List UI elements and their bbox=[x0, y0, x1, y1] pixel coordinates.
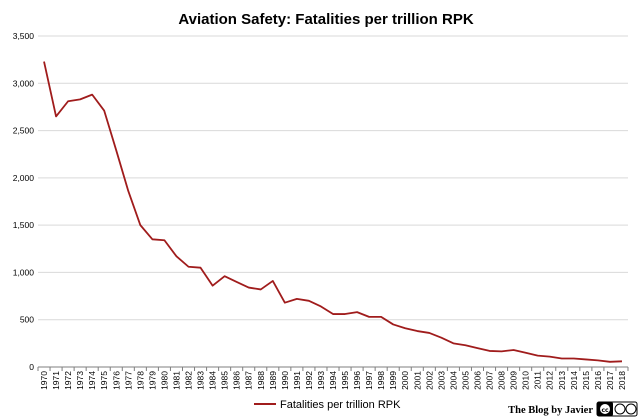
x-tick-label: 1982 bbox=[184, 371, 194, 390]
x-tick-label: 2003 bbox=[436, 371, 446, 390]
series-layer bbox=[43, 61, 623, 363]
x-tick-label: 2018 bbox=[617, 371, 627, 390]
x-tick-label: 1970 bbox=[39, 371, 49, 390]
x-tick-label: 2012 bbox=[545, 371, 555, 390]
x-tick-label: 2011 bbox=[533, 371, 543, 390]
x-tick-label: 1984 bbox=[208, 371, 218, 390]
x-tick-label: 1975 bbox=[99, 371, 109, 390]
x-tick-label: 2017 bbox=[605, 371, 615, 390]
legend: Fatalities per trillion RPK bbox=[254, 399, 401, 411]
x-tick-label: 2007 bbox=[485, 371, 495, 390]
x-tick-label: 1996 bbox=[352, 371, 362, 390]
x-tick-label: 1985 bbox=[220, 371, 230, 390]
y-tick-label: 3,500 bbox=[13, 31, 35, 41]
cc-license-icon: cc bbox=[596, 401, 638, 417]
x-tick-label: 1998 bbox=[376, 371, 386, 390]
x-tick-label: 1990 bbox=[280, 371, 290, 390]
x-tick-label: 2002 bbox=[424, 371, 434, 390]
y-axis-ticks: 0 500 1,000 1,500 2,000 2,500 3,000 3,500 bbox=[13, 31, 35, 372]
x-tick-label: 2000 bbox=[400, 371, 410, 390]
x-tick-label: 1976 bbox=[111, 371, 121, 390]
x-tick-label: 2001 bbox=[412, 371, 422, 390]
y-tick-label: 0 bbox=[29, 362, 34, 372]
gridlines bbox=[38, 35, 628, 321]
y-tick-label: 3,000 bbox=[13, 78, 35, 88]
series-line bbox=[43, 61, 623, 363]
x-tick-label: 2009 bbox=[509, 371, 519, 390]
x-tick-label: 1993 bbox=[316, 371, 326, 390]
x-tick-label: 1991 bbox=[292, 371, 302, 390]
x-tick-label: 1972 bbox=[63, 371, 73, 390]
x-tick-label: 1983 bbox=[196, 371, 206, 390]
x-tick-label: 1977 bbox=[123, 371, 133, 390]
y-tick-label: 1,500 bbox=[13, 220, 35, 230]
x-tick-label: 1978 bbox=[135, 371, 145, 390]
x-tick-label: 2010 bbox=[521, 371, 531, 390]
y-tick-label: 500 bbox=[20, 315, 34, 325]
x-tick-label: 2004 bbox=[448, 371, 458, 390]
x-tick-label: 1989 bbox=[268, 371, 278, 390]
x-tick-label: 1995 bbox=[340, 371, 350, 390]
legend-label: Fatalities per trillion RPK bbox=[280, 399, 401, 411]
x-tick-label: 1974 bbox=[87, 371, 97, 390]
cc-badge-text: cc bbox=[601, 407, 609, 414]
x-tick-label: 1971 bbox=[51, 371, 61, 390]
credit: The Blog by Javier cc bbox=[508, 401, 638, 417]
x-tick-label: 2013 bbox=[557, 371, 567, 390]
x-tick-label: 1988 bbox=[256, 371, 266, 390]
x-tick-label: 1987 bbox=[244, 371, 254, 390]
x-tick-label: 1981 bbox=[171, 371, 181, 390]
x-tick-label: 1997 bbox=[364, 371, 374, 390]
x-tick-label: 1994 bbox=[328, 371, 338, 390]
x-tick-label: 1973 bbox=[75, 371, 85, 390]
x-tick-label: 2005 bbox=[460, 371, 470, 390]
y-tick-label: 2,000 bbox=[13, 173, 35, 183]
credit-text: The Blog by Javier bbox=[508, 405, 593, 416]
x-tick-label: 2016 bbox=[593, 371, 603, 390]
x-tick-label: 1992 bbox=[304, 371, 314, 390]
chart-title: Aviation Safety: Fatalities per trillion… bbox=[178, 11, 474, 28]
x-tick-label: 2015 bbox=[581, 371, 591, 390]
y-tick-label: 2,500 bbox=[13, 126, 35, 136]
x-tick-label: 2008 bbox=[497, 371, 507, 390]
x-tick-label: 1979 bbox=[147, 371, 157, 390]
x-tick-label: 1980 bbox=[159, 371, 169, 390]
y-tick-label: 1,000 bbox=[13, 267, 35, 277]
x-tick-label: 1999 bbox=[388, 371, 398, 390]
x-axis-ticks: 1970 1971 1972 1973 1974 1975 1976 1977 1978 1979… bbox=[37, 367, 629, 390]
x-tick-label: 2014 bbox=[569, 371, 579, 390]
x-tick-label: 1986 bbox=[232, 371, 242, 390]
x-tick-label: 2006 bbox=[472, 371, 482, 390]
